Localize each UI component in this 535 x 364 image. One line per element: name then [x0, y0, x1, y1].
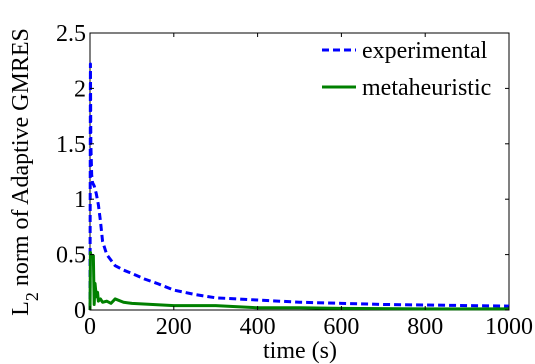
tick-layer: 0 200 400 600 800 1000 0 0.5 1 1.5 2 2.5: [56, 21, 533, 340]
y-axis-title-subscript: 2: [22, 292, 42, 301]
x-tick-label-600: 600: [323, 314, 359, 340]
x-tick-label-0: 0: [84, 314, 96, 340]
legend: experimental metaheuristic: [322, 38, 491, 101]
x-axis-title: time (s): [263, 338, 337, 364]
y-tick-label-0.5: 0.5: [56, 243, 86, 269]
legend-label-metaheuristic: metaheuristic: [362, 75, 491, 101]
x-tick-label-200: 200: [156, 314, 192, 340]
y-tick-label-1: 1: [74, 187, 86, 213]
legend-label-experimental: experimental: [362, 38, 488, 64]
y-axis-title-main: L: [8, 301, 34, 316]
y-tick-label-1.5: 1.5: [56, 132, 86, 158]
y-axis-title: L2 norm of Adaptive GMRES: [8, 28, 42, 316]
y-tick-label-2.5: 2.5: [56, 21, 86, 47]
y-axis-title-rest: norm of Adaptive GMRES: [8, 28, 34, 292]
y-tick-label-2: 2: [74, 76, 86, 102]
x-tick-label-1000: 1000: [485, 314, 533, 340]
series-line-experimental: [88, 62, 510, 311]
x-tick-label-800: 800: [407, 314, 443, 340]
y-tick-label-0: 0: [74, 298, 86, 324]
x-tick-label-400: 400: [240, 314, 276, 340]
plot-area: 0 200 400 600 800 1000 0 0.5 1 1.5 2 2.5: [56, 21, 533, 340]
